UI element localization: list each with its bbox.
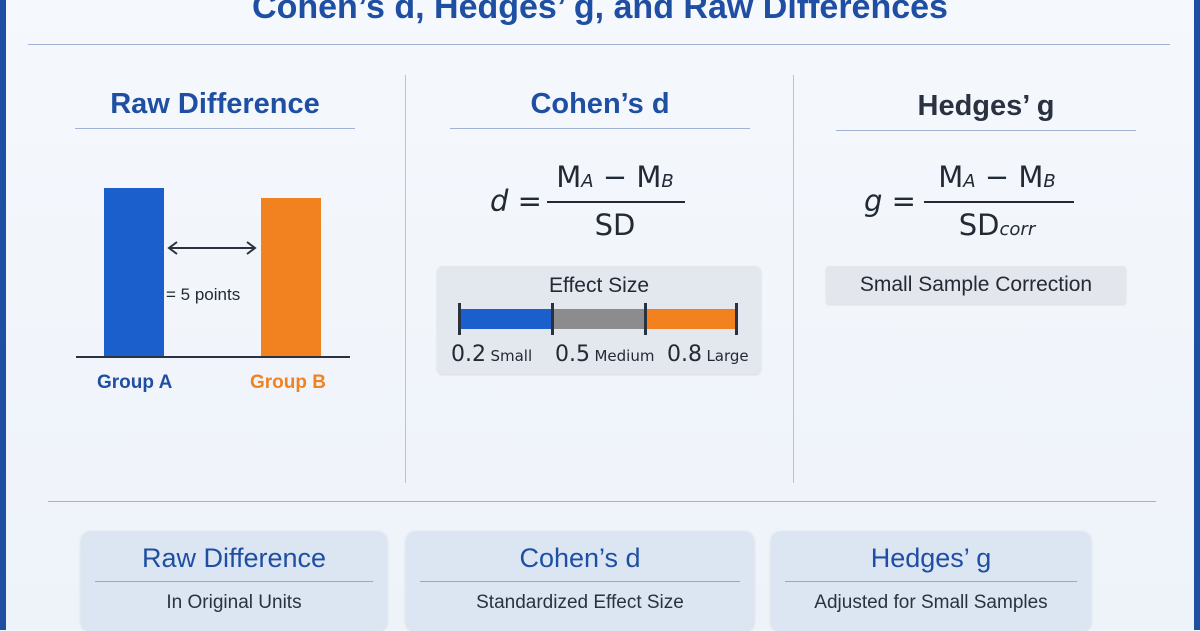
cohens-d-card-title: Cohen’s d [519,543,641,573]
bar-baseline [76,356,350,358]
effect-value-large: 0.8 [667,342,702,367]
numerator-m: M [556,160,582,194]
numerator-a-subscript: A [581,171,594,192]
numerator-b-subscript: B [661,171,674,192]
effect-label-medium: 0.5 Medium [555,342,654,367]
group-b-label: Group B [250,372,326,393]
small-sample-correction-label: Small Sample Correction [826,266,1126,304]
hedges-g-denominator: SDcorr [922,208,1072,242]
hedges-g-numerator: MA − MB [922,160,1072,194]
difference-label: = 5 points [166,285,241,304]
effect-value-medium: 0.5 [555,342,590,367]
hedges-numerator-m: M [938,160,964,194]
hedges-g-fraction-bar [924,201,1074,203]
effect-tick-3 [735,303,738,335]
effect-tick-0 [458,303,461,335]
hedges-numerator-a-subscript: A [963,171,976,192]
effect-segment-small [459,309,552,329]
hedges-g-heading-underline [836,130,1136,131]
effect-label-small: 0.2 Small [451,342,532,367]
cohens-d-card-rule [420,581,740,582]
effect-segment-large [645,309,737,329]
effect-segment-medium [552,309,645,329]
raw-difference-heading: Raw Difference [110,88,320,120]
numerator-minus: − M [593,160,662,194]
effect-word-small: Small [490,347,533,365]
cohens-d-card: Cohen’s d Standardized Effect Size [406,531,754,631]
effect-word-medium: Medium [594,347,655,365]
effect-size-panel: Effect Size 0.2 Small 0.5 Medium 0.8 Lar… [437,266,761,374]
difference-arrow-icon [167,241,257,255]
effect-label-large: 0.8 Large [667,342,749,367]
hedges-g-card-subtitle: Adjusted for Small Samples [814,592,1048,613]
hedges-g-formula: g = MA − MB SDcorr [858,158,1088,248]
hedges-g-card-title: Hedges’ g [870,543,992,573]
group-a-label: Group A [97,372,173,393]
raw-difference-card-rule [95,581,373,582]
column-divider-1 [405,75,406,483]
hedges-g-heading: Hedges’ g [917,90,1055,122]
hedges-denominator-subscript: corr [999,219,1036,240]
effect-value-small: 0.2 [451,342,486,367]
effect-word-large: Large [706,347,749,365]
raw-difference-card-subtitle: In Original Units [166,592,302,613]
cohens-d-fraction-bar [547,201,685,203]
cohens-d-formula-lhs: d = [490,184,542,218]
raw-difference-card: Raw Difference In Original Units [81,531,387,631]
cohens-d-denominator: SD [594,208,636,242]
column-divider-2 [793,75,794,483]
hedges-numerator-minus: − M [975,160,1044,194]
hedges-g-card-rule [785,581,1077,582]
effect-tick-2 [644,303,647,335]
cohens-d-numerator: MA − MB [545,160,685,194]
group-b-bar [261,198,321,356]
cohens-d-heading: Cohen’s d [530,88,670,120]
cohens-d-formula: d = MA − MB SD [480,158,700,248]
effect-tick-1 [551,303,554,335]
raw-heading-underline [75,128,355,129]
hedges-denominator-sd: SD [958,208,1000,242]
hedges-g-card: Hedges’ g Adjusted for Small Samples [771,531,1091,631]
effect-size-title: Effect Size [549,274,649,297]
title-divider [28,44,1170,45]
hedges-numerator-b-subscript: B [1043,171,1056,192]
raw-difference-card-title: Raw Difference [141,543,327,573]
hedges-g-formula-lhs: g = [864,184,916,218]
bottom-divider [48,501,1156,502]
cohens-d-card-subtitle: Standardized Effect Size [476,592,684,613]
page-title: Cohen’s d, Hedges’ g, and Raw Difference… [252,0,948,26]
cohens-d-heading-underline [450,128,750,129]
group-a-bar [104,188,164,356]
